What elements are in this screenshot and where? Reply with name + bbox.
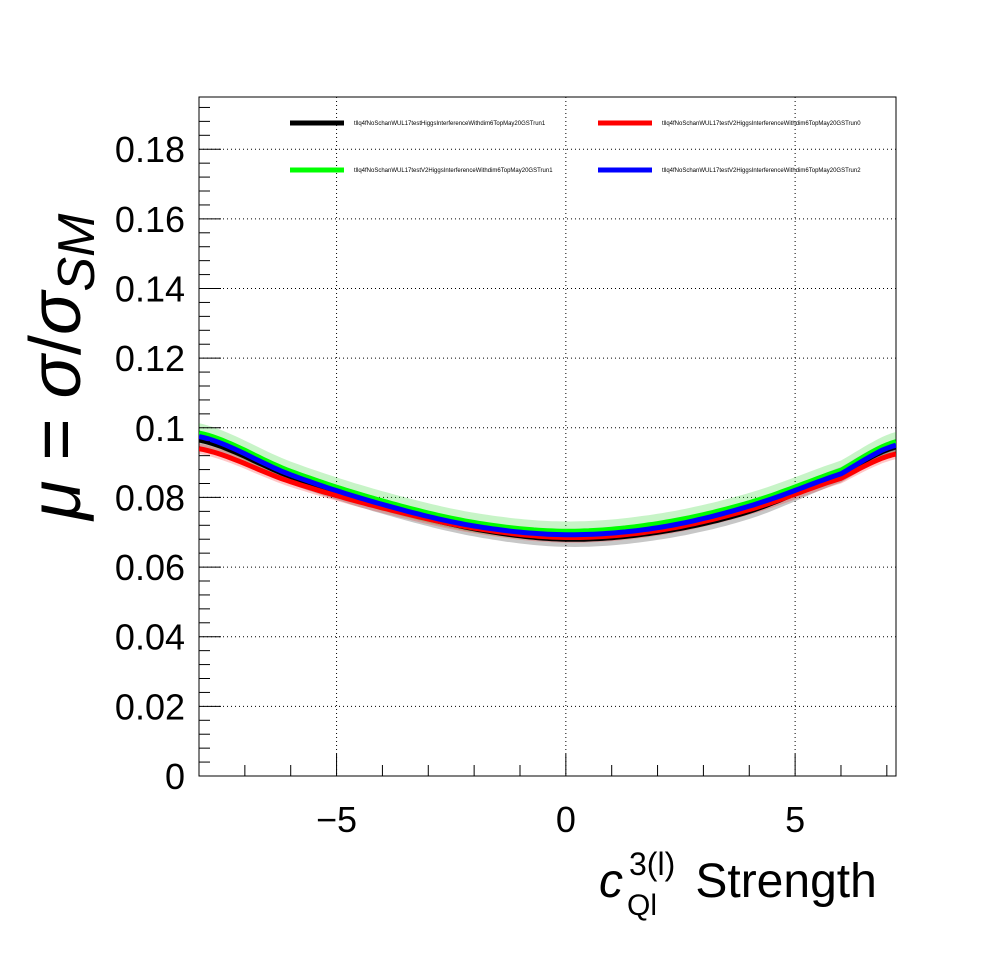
series-line bbox=[199, 446, 896, 540]
y-axis-title-slash: / bbox=[16, 335, 96, 355]
y-tick-label: 0.18 bbox=[115, 129, 185, 170]
y-axis-title: μ = σ/σSM bbox=[16, 213, 106, 522]
y-axis-title-sigma-sm: σ bbox=[16, 289, 96, 335]
x-axis-title-subscript: Ql bbox=[627, 889, 657, 922]
x-axis-title-superscript: 3(l) bbox=[629, 846, 675, 882]
y-axis-title-sigma: σ bbox=[16, 352, 96, 398]
y-tick-label: 0.14 bbox=[115, 269, 185, 310]
plot-frame bbox=[198, 96, 897, 777]
y-tick-label: 0.04 bbox=[115, 617, 185, 658]
y-axis-title-subscript: SM bbox=[48, 213, 106, 292]
y-tick-label: 0.12 bbox=[115, 338, 185, 379]
tick-layer bbox=[198, 106, 888, 777]
x-tick-label: −5 bbox=[316, 799, 357, 840]
series-line bbox=[199, 434, 896, 538]
y-tick-label: 0.06 bbox=[115, 547, 185, 588]
y-tick-label: 0.16 bbox=[115, 199, 185, 240]
legend-label: tllq4fNoSchanWUL17testV2HiggsInterferenc… bbox=[662, 121, 861, 127]
y-tick-label: 0.1 bbox=[135, 408, 185, 449]
x-axis-title: c 3(l) Ql Strength bbox=[599, 846, 877, 922]
legend-label: tllq4fNoSchanWUL17testV2HiggsInterferenc… bbox=[354, 168, 553, 174]
label-layer: 0 0.02 0.04 0.06 0.08 0.1 0.12 0.14 0.16 0.18 −5 0 5 bbox=[115, 129, 805, 840]
series-line bbox=[199, 430, 896, 534]
y-tick-label: 0 bbox=[165, 756, 185, 797]
y-tick-label: 0.08 bbox=[115, 477, 185, 518]
y-axis-title-equals: = bbox=[16, 398, 96, 480]
x-tick-label: 5 bbox=[785, 799, 805, 840]
line-layer bbox=[199, 430, 896, 542]
legend-label: tllq4fNoSchanWUL17testV2HiggsInterferenc… bbox=[662, 168, 861, 174]
x-axis-title-suffix: Strength bbox=[682, 855, 877, 908]
grid-layer bbox=[199, 97, 896, 777]
legend-label: tllq4fNoSchanWUL17testHiggsInterferenceW… bbox=[354, 121, 546, 127]
x-tick-label: 0 bbox=[556, 799, 576, 840]
y-tick-label: 0.02 bbox=[115, 686, 185, 727]
x-axis-title-base: c bbox=[599, 855, 623, 908]
legend: tllq4fNoSchanWUL17testHiggsInterferenceW… bbox=[290, 120, 861, 174]
y-axis-title-mu: μ bbox=[16, 481, 96, 522]
